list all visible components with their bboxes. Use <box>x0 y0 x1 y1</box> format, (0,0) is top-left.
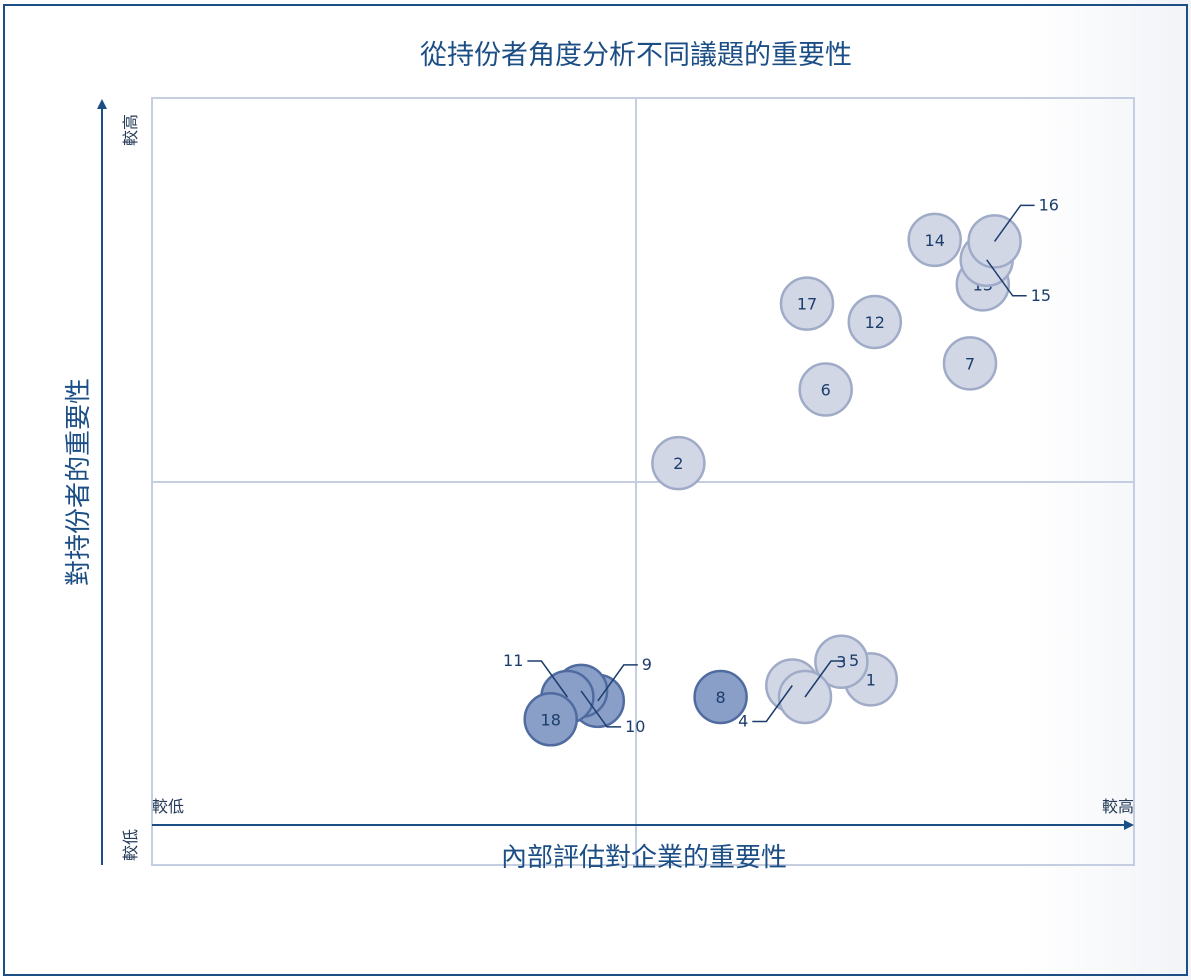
bubble-label-6: 6 <box>821 381 831 400</box>
bubble-17: 17 <box>779 276 835 331</box>
x-tick-low: 較低 <box>152 797 184 816</box>
x-axis-title: 內部評估對企業的重要性 <box>501 843 787 873</box>
callout-line-11 <box>527 660 569 698</box>
bubble-marker-2 <box>651 435 706 491</box>
callout-label-16: 16 <box>1039 195 1059 214</box>
bubble-label-8: 8 <box>716 688 726 707</box>
callout-label-4: 4 <box>738 712 748 731</box>
bubble-6: 6 <box>798 362 853 417</box>
bubble-label-17: 17 <box>797 295 817 314</box>
callout-line-9 <box>597 664 638 702</box>
bubble-7: 7 <box>942 336 998 391</box>
callout-line-5 <box>804 660 845 698</box>
y-tick-high: 較高 <box>121 114 140 146</box>
bubble-marker-8 <box>693 669 748 725</box>
bubble-label-14: 14 <box>925 231 945 250</box>
bubble-marker-7 <box>942 336 998 391</box>
bubble-label-12: 12 <box>865 313 885 332</box>
bubble-marker-6 <box>798 362 853 417</box>
bubble-label-7: 7 <box>965 354 975 373</box>
callout-line-15 <box>986 259 1027 297</box>
callout-label-5: 5 <box>849 651 859 670</box>
chart-title: 從持份者角度分析不同議題的重要性 <box>420 40 852 71</box>
bubble-14: 14 <box>907 212 962 268</box>
bubbles-layer: 1236712131417818 <box>523 212 1022 747</box>
callout-label-9: 9 <box>642 655 652 674</box>
bubble-label-1: 1 <box>866 670 876 689</box>
callout-label-15: 15 <box>1031 286 1051 305</box>
bubble-marker-18 <box>523 692 578 747</box>
bubble-marker-14 <box>907 212 962 268</box>
callout-line-4 <box>752 685 793 723</box>
callout-line-10 <box>580 690 622 728</box>
bubble-2: 2 <box>651 435 706 491</box>
callout-label-11: 11 <box>503 651 523 670</box>
bubble-18: 18 <box>523 692 578 747</box>
bubble-marker-17 <box>779 276 835 331</box>
x-tick-high: 較高 <box>1102 797 1134 816</box>
bubble-label-2: 2 <box>673 454 683 473</box>
bubble-8: 8 <box>693 669 748 725</box>
bubble-label-3: 3 <box>836 653 846 672</box>
bubble-12: 12 <box>847 294 903 350</box>
callout-line-16 <box>993 204 1035 242</box>
bubble-marker-12 <box>847 294 903 350</box>
bubble-label-18: 18 <box>541 710 561 729</box>
y-axis-title: 對持份者的重要性 <box>64 378 94 586</box>
outer-frame <box>3 4 1188 976</box>
y-tick-low: 較低 <box>121 829 140 861</box>
callout-label-10: 10 <box>625 717 645 736</box>
